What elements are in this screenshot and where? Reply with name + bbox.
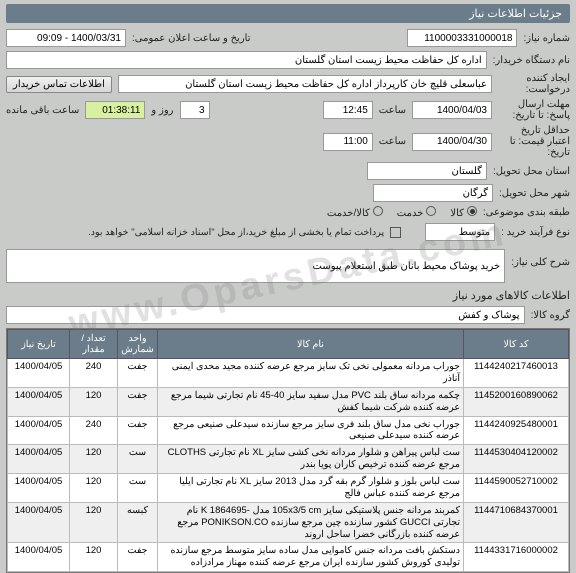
need-desc-value: خرید پوشاک محیط بانان طبق استعلام پیوست [6,249,505,283]
ann-dt-label: تاریخ و ساعت اعلان عمومی: [132,33,251,44]
column-header: تاریخ نیاز [8,330,70,359]
buyer-org-value: اداره کل حفاظت محیط زیست استان گلستان [6,51,487,69]
price-valid-time-value: 11:00 [323,133,373,151]
table-cell: 120 [70,445,118,474]
class-label: طبقه بندی موضوعی: [483,207,570,218]
table-cell: 120 [70,543,118,572]
items-title: اطلاعات کالاهای مورد نیاز [6,289,570,302]
table-cell: 1400/04/05 [8,474,70,503]
table-cell: ست [118,474,158,503]
table-cell: 1400/04/05 [8,359,70,388]
deliver-state-value: گلستان [367,162,487,180]
need-no-value: 1100003331000018 [407,29,517,47]
deliver-city-label: شهر محل تحویل: [499,188,570,199]
table-cell: کبسه [118,502,158,543]
table-cell: 1400/04/05 [8,543,70,572]
table-cell: جفت [118,416,158,445]
table-cell: 1400/04/05 [8,416,70,445]
buy-proc-label: نوع فرآیند خرید : [501,227,570,238]
column-header: واحد شمارش [118,330,158,359]
table-row[interactable]: 1144240925480001جوراب نخی مدل ساق بلند ف… [8,416,569,445]
table-cell: 1400/04/05 [8,387,70,416]
table-cell: 1144240925480001 [464,416,569,445]
column-header: نام کالا [158,330,464,359]
table-cell: جفت [118,543,158,572]
buy-proc-value: متوسط [425,223,495,241]
resp-deadline-label: مهلت ارسال پاسخ: تا تاریخ: [498,99,570,121]
need-desc-label: شرح کلی نیاز: [511,249,570,268]
table-cell: 120 [70,474,118,503]
remain-time-label: ساعت باقی مانده [6,105,79,116]
price-valid-time-label: ساعت [379,136,406,147]
radio-kala[interactable]: کالا [450,206,477,219]
resp-date-value: 1400/04/03 [412,101,492,119]
panel-title: جزئیات اطلاعات نیاز [6,4,570,23]
table-cell: 1145200160890062 [464,387,569,416]
table-cell: 120 [70,502,118,543]
creator-value: عباسعلی قلیچ خان کارپرداز اداره کل حفاظت… [118,75,492,93]
table-cell: 1400/04/05 [8,502,70,543]
table-cell: 240 [70,416,118,445]
table-cell: 240 [70,359,118,388]
table-row[interactable]: 1145200160890062چکمه مردانه ساق بلند PVC… [8,387,569,416]
column-header: تعداد / مقدار [70,330,118,359]
deliver-state-label: استان محل تحویل: [493,166,570,177]
resp-time-value: 12:45 [323,101,373,119]
pay-checkbox[interactable] [390,227,401,238]
table-cell: 1144710684370001 [464,502,569,543]
resp-time-label: ساعت [379,105,406,116]
column-header: کد کالا [464,330,569,359]
contact-button[interactable]: اطلاعات تماس خریدار [6,76,112,93]
group-value: پوشاک و کفش [6,306,525,324]
ann-dt-value: 1400/03/31 - 09:09 [6,29,126,47]
table-row[interactable]: 1144710684370001کمربند مردانه جنس پلاستی… [8,502,569,543]
buyer-org-label: نام دستگاه خریدار: [493,55,570,66]
table-cell: 120 [70,387,118,416]
table-cell: جفت [118,359,158,388]
table-cell: دستکش بافت مردانه جنس کاموایی مدل ساده س… [158,543,464,572]
remain-days-value: 3 [180,101,210,119]
table-row[interactable]: 1144240217460013جوراب مردانه معمولی نخی … [8,359,569,388]
group-label: گروه کالا: [531,310,570,321]
table-cell: 1144530404120002 [464,445,569,474]
radio-service[interactable]: خدمت [397,206,437,219]
table-row[interactable]: 1144590052710002ست لباس بلوز و شلوار گرم… [8,474,569,503]
table-cell: جوراب مردانه معمولی نخی تک سایز مرجع عرض… [158,359,464,388]
remain-time-value: 01:38:11 [85,101,145,119]
table-cell: 1144590052710002 [464,474,569,503]
table-cell: کمربند مردانه جنس پلاستیکی سایز 105x3/5 … [158,502,464,543]
table-cell: 1400/04/05 [8,445,70,474]
radio-both[interactable]: کالا/خدمت [327,206,383,219]
items-table: کد کالانام کالاواحد شمارشتعداد / مقدارتا… [6,328,570,573]
table-cell: چکمه مردانه ساق بلند PVC مدل سفید سایز 4… [158,387,464,416]
deliver-city-value: گرگان [373,184,493,202]
table-row[interactable]: 1144331716000002دستکش بافت مردانه جنس کا… [8,543,569,572]
table-cell: 1144331716000002 [464,543,569,572]
table-cell: 1144240217460013 [464,359,569,388]
creator-label: ایجاد کننده درخواست: [498,73,570,95]
remain-days-label: روز و [151,105,173,116]
table-cell: ست لباس پیراهن و شلوار مردانه نخی کشی سا… [158,445,464,474]
need-no-label: شماره نیاز: [523,33,570,44]
price-valid-date-value: 1400/04/30 [412,133,492,151]
price-valid-label: حداقل تاریخ اعتبار قیمت: تا تاریخ: [498,125,570,158]
table-cell: جفت [118,387,158,416]
table-cell: جوراب نخی مدل ساق بلند فری سایز مرجع ساز… [158,416,464,445]
pay-note: پرداخت تمام یا بخشی از مبلغ خرید،از محل … [88,227,384,238]
table-row[interactable]: 1144530404120002ست لباس پیراهن و شلوار م… [8,445,569,474]
table-cell: ست [118,445,158,474]
table-cell: ست لباس بلوز و شلوار گرم بقه گرد مدل 201… [158,474,464,503]
